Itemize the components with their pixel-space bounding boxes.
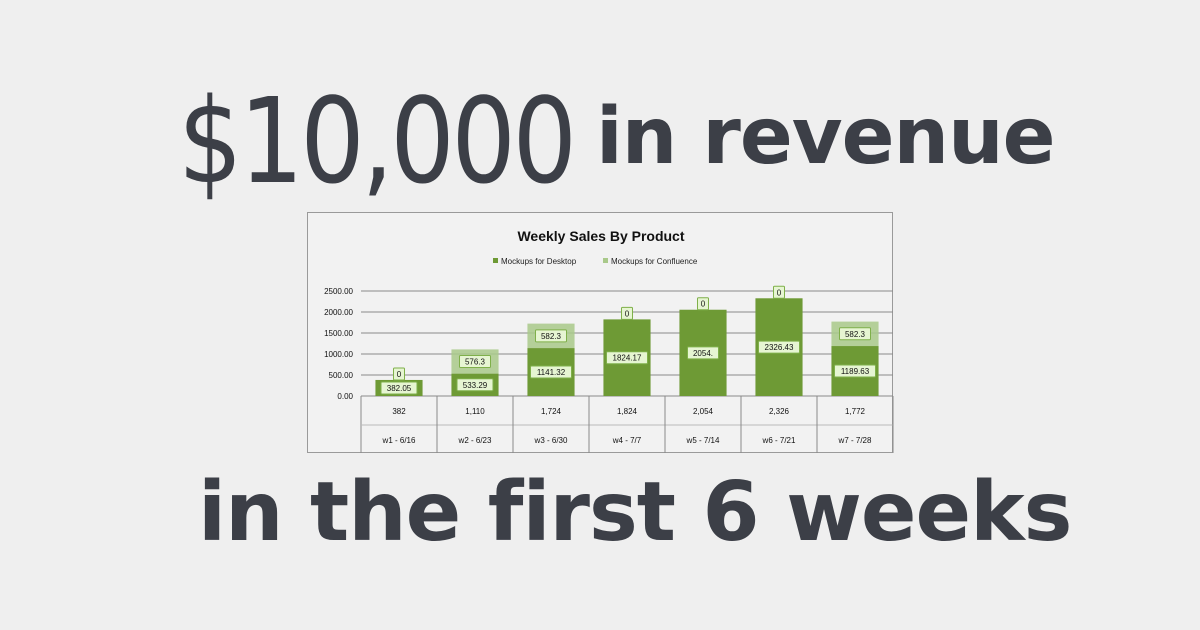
data-label: 2326.43 [765,343,794,352]
data-label: 0 [397,370,402,379]
subheadline: in the first 6 weeks [198,465,1072,560]
data-label-box [773,285,785,299]
weekly-sales-chart: Weekly Sales By Product Mockups for Deskt… [307,212,894,453]
data-label: 2054. [693,349,713,358]
total-label: 1,824 [617,407,638,416]
chart-title: Weekly Sales By Product [517,228,684,244]
total-label: 382 [392,407,406,416]
data-label-box [621,306,633,320]
data-label-box [393,367,405,381]
data-label: 0 [777,288,782,297]
legend-swatch [603,258,608,263]
data-label: 576.3 [465,357,486,366]
data-label: 1141.32 [537,368,566,377]
data-label-box [687,346,719,360]
legend-swatch [493,258,498,263]
data-label-box [839,327,871,341]
y-tick-label: 2000.00 [324,308,353,317]
data-label-box [530,365,572,379]
legend-label: Mockups for Confluence [611,257,698,266]
data-label: 533.29 [463,381,488,390]
data-label-box [459,354,491,368]
data-label: 1189.63 [841,367,870,376]
x-tick-label: w4 - 7/7 [612,436,642,445]
data-label: 0 [701,300,706,309]
total-label: 1,724 [541,407,562,416]
headline-text: in revenue [596,92,1055,182]
data-label-box [456,378,494,392]
x-tick-label: w1 - 6/16 [382,436,416,445]
data-label-box [697,297,709,311]
data-label-box [535,329,567,343]
data-label-box [380,381,418,395]
y-tick-label: 2500.00 [324,287,353,296]
data-label-box [758,340,800,354]
total-label: 2,326 [769,407,790,416]
x-tick-label: w5 - 7/14 [686,436,720,445]
x-tick-label: w2 - 6/23 [458,436,492,445]
data-label: 582.3 [541,332,562,341]
y-tick-label: 1000.00 [324,350,353,359]
headline-amount: $10,000 [178,72,577,210]
total-label: 2,054 [693,407,714,416]
data-label: 582.3 [845,330,866,339]
y-tick-label: 1500.00 [324,329,353,338]
y-tick-label: 500.00 [329,371,354,380]
data-label: 1824.17 [613,354,642,363]
data-label-box [834,364,876,378]
legend-label: Mockups for Desktop [501,257,577,266]
total-label: 1,772 [845,407,866,416]
x-tick-label: w7 - 7/28 [838,436,872,445]
x-tick-label: w3 - 6/30 [534,436,568,445]
total-label: 1,110 [465,407,485,416]
data-label: 382.05 [387,384,412,393]
y-tick-label: 0.00 [337,392,353,401]
data-label: 0 [625,309,630,318]
x-tick-label: w6 - 7/21 [762,436,796,445]
data-label-box [606,351,648,365]
